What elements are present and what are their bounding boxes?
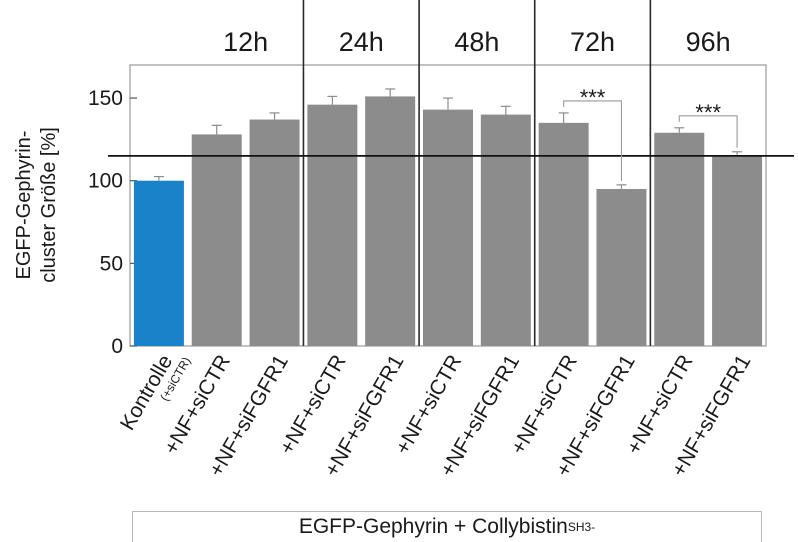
group-label: 24h: [339, 27, 384, 57]
y-tick-label: 50: [100, 252, 123, 275]
y-tick-label: 150: [88, 87, 123, 110]
bar: [365, 96, 416, 346]
significance-marker: ***: [580, 85, 606, 110]
bar: [596, 188, 647, 346]
bar: [538, 122, 589, 347]
group-label: 96h: [686, 27, 731, 57]
bar: [480, 114, 531, 347]
bar: [712, 155, 763, 346]
y-axis-label: EGFP-Gephyrin-cluster Größe [%]: [13, 127, 60, 283]
significance-bracket: [563, 100, 623, 181]
bar: [249, 119, 300, 346]
y-tick-label: 100: [88, 170, 123, 193]
y-axis-label-line2: cluster Größe [%]: [38, 127, 60, 283]
condition-label-main: EGFP-Gephyrin + Collybistin: [298, 515, 568, 538]
group-label: 12h: [223, 27, 268, 57]
condition-label-box: EGFP-Gephyrin + Collybistin SH3-: [132, 511, 762, 542]
y-axis-label-line1: EGFP-Gephyrin-: [13, 131, 35, 280]
group-label: 72h: [570, 27, 615, 57]
group-label: 48h: [454, 27, 499, 57]
significance-bracket: [678, 115, 738, 148]
bar: [133, 180, 184, 346]
bar: [191, 134, 242, 346]
condition-label-subscript: SH3-: [567, 520, 596, 534]
significance-marker: ***: [695, 100, 721, 125]
bar: [654, 132, 705, 346]
bar: [423, 109, 473, 346]
y-tick-label: 0: [111, 335, 123, 358]
bar: [307, 104, 358, 346]
